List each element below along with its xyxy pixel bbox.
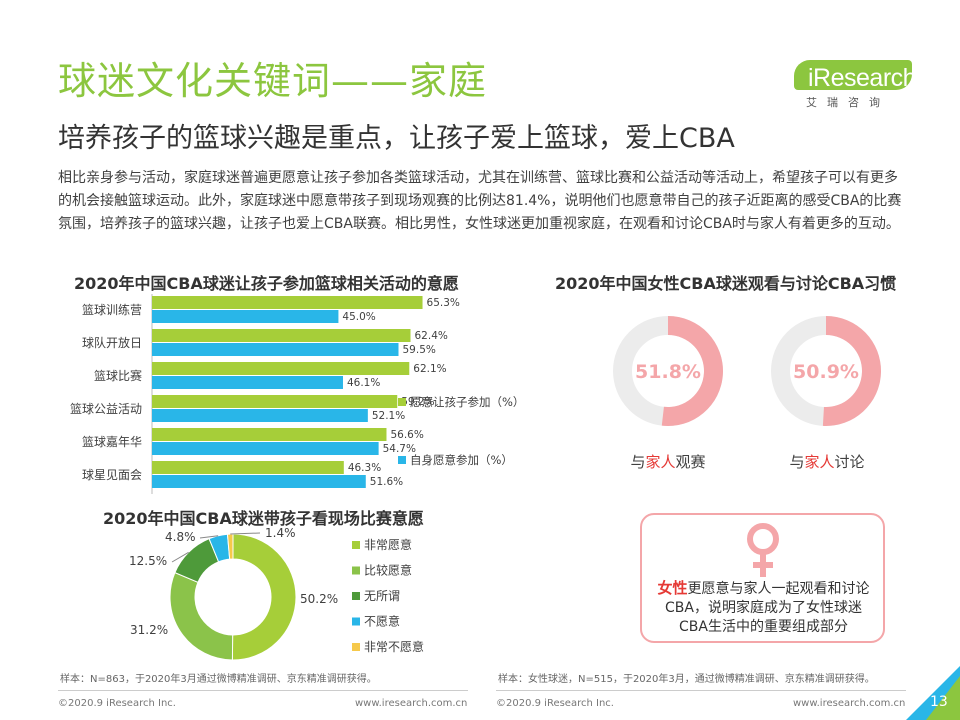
bar-child-participation (152, 362, 410, 375)
bar-value-label: 46.3% (348, 462, 381, 474)
bar-value-label: 62.1% (413, 363, 446, 375)
page-title: 球迷文化关键词——家庭 (58, 59, 488, 103)
footer-divider-right (496, 690, 906, 691)
pie-legend-label: 比较愿意 (364, 563, 412, 578)
bar-category-label: 篮球公益活动 (70, 401, 142, 416)
bar-category-label: 篮球训练营 (82, 302, 142, 317)
pie-legend-swatch (352, 592, 360, 600)
iresearch-logo: iResearch 艾瑞咨询 (782, 56, 917, 110)
logo-subtext: 艾瑞咨询 (806, 96, 890, 109)
bar-value-label: 59.5% (403, 344, 436, 356)
footer-divider-left (58, 690, 468, 691)
bar-value-label: 45.0% (342, 311, 375, 323)
bar-value-label: 54.7% (383, 443, 416, 455)
bar-child-participation (152, 395, 398, 408)
pie-legend-label: 非常愿意 (364, 537, 412, 552)
donut-label-pre: 与 (789, 453, 805, 471)
pie-leader-line (199, 535, 219, 539)
pie-value-label: 1.4% (265, 526, 296, 540)
pie-legend-label: 非常不愿意 (364, 639, 424, 654)
bar-category-label: 球队开放日 (82, 335, 142, 350)
donut-value-arc (661, 316, 723, 426)
bar-value-label: 46.1% (347, 377, 380, 389)
pie-value-label: 12.5% (129, 554, 167, 568)
pie-legend-swatch (352, 541, 360, 549)
bar-self-participation (152, 409, 368, 422)
donut-label-pre: 与 (630, 453, 646, 471)
bar-value-label: 52.1% (372, 410, 405, 422)
footer-copyright-left: ©2020.9 iResearch Inc. (58, 698, 176, 709)
bar-category-label: 篮球嘉年华 (82, 434, 142, 449)
pie-legend-swatch (352, 566, 360, 575)
bar-self-participation (152, 310, 339, 323)
bar-child-participation (152, 461, 344, 474)
footer-url-left: www.iresearch.com.cn (355, 698, 468, 709)
pie-value-label: 31.2% (130, 623, 168, 637)
legend-label: 自身愿意参加（%） (410, 453, 513, 467)
donut-chart-title: 2020年中国女性CBA球迷观看与讨论CBA习惯 (555, 274, 897, 293)
source-note-right: 样本：女性球迷，N=515，于2020年3月，通过微博精准调研、京东精准调研获得… (498, 674, 875, 685)
bar-self-participation (152, 442, 379, 455)
bar-self-participation (152, 376, 343, 389)
donut-label-watch: 与家人观赛 (588, 451, 748, 472)
page-corner-decoration (906, 666, 960, 720)
donut-label-highlight: 家人 (804, 453, 835, 471)
donut-label-discuss: 与家人讨论 (747, 451, 907, 472)
pie-slice (226, 533, 234, 560)
pie-chart-title: 2020年中国CBA球迷带孩子看现场比赛意愿 (103, 509, 424, 528)
source-note-left: 样本：N=863，于2020年3月通过微博精准调研、京东精准调研获得。 (60, 674, 377, 685)
pie-value-label: 4.8% (165, 530, 196, 544)
pie-slice (169, 571, 234, 661)
pie-slice (231, 533, 297, 661)
donut-label-post: 观赛 (675, 453, 706, 471)
female-body: 更愿意与家人一起观看和讨论CBA，说明家庭成为了女性球迷CBA生活中的重要组成部… (665, 581, 870, 635)
pie-legend-swatch (352, 617, 360, 626)
bar-value-label: 51.6% (370, 476, 403, 488)
donut-center-value: 50.9% (793, 361, 859, 383)
female-insight-text: 女性更愿意与家人一起观看和讨论CBA，说明家庭成为了女性球迷CBA生活中的重要组… (652, 579, 875, 637)
intro-paragraph: 相比亲身参与活动，家庭球迷普遍更愿意让孩子参加各类篮球活动，尤其在训练营、篮球比… (58, 170, 902, 232)
logo-text: iResearch (808, 64, 917, 92)
bar-self-participation (152, 343, 399, 356)
female-insight-box: 女性更愿意与家人一起观看和讨论CBA，说明家庭成为了女性球迷CBA生活中的重要组… (640, 513, 885, 643)
pie-legend-label: 无所谓 (364, 589, 400, 603)
bar-value-label: 62.4% (415, 330, 448, 342)
pie-legend-label: 不愿意 (364, 614, 400, 629)
donut-label-highlight: 家人 (645, 453, 676, 471)
pie-legend-swatch (352, 643, 360, 651)
donut-center-value: 51.8% (635, 361, 701, 383)
footer-url-right: www.iresearch.com.cn (793, 698, 906, 709)
page-subtitle: 培养孩子的篮球兴趣是重点，让孩子爱上篮球，爱上CBA (58, 123, 735, 154)
bar-child-participation (152, 296, 423, 309)
pie-value-label: 50.2% (300, 592, 338, 606)
pie-leader-line (230, 532, 261, 535)
bar-value-label: 65.3% (427, 297, 460, 309)
female-highlight: 女性 (657, 579, 688, 597)
bar-category-label: 球星见面会 (82, 468, 142, 482)
footer-copyright-right: ©2020.9 iResearch Inc. (496, 698, 614, 709)
bar-value-label: 59.2% (401, 396, 434, 408)
legend-swatch (398, 456, 406, 464)
bar-category-label: 篮球比赛 (94, 368, 142, 383)
logo-badge: iResearch (794, 60, 917, 92)
legend-swatch (398, 398, 406, 406)
bar-value-label: 56.6% (390, 429, 423, 441)
pie-leader-line (171, 551, 189, 563)
page-number: 13 (930, 694, 948, 710)
bar-child-participation (152, 329, 411, 342)
bar-self-participation (152, 475, 366, 488)
bar-chart-title: 2020年中国CBA球迷让孩子参加篮球相关活动的意愿 (74, 274, 459, 293)
female-symbol-icon (747, 523, 779, 577)
bar-child-participation (152, 428, 387, 441)
legend-label: 愿意让孩子参加（%） (410, 395, 524, 409)
donut-label-post: 讨论 (834, 453, 865, 471)
donut-value-arc (822, 316, 881, 426)
